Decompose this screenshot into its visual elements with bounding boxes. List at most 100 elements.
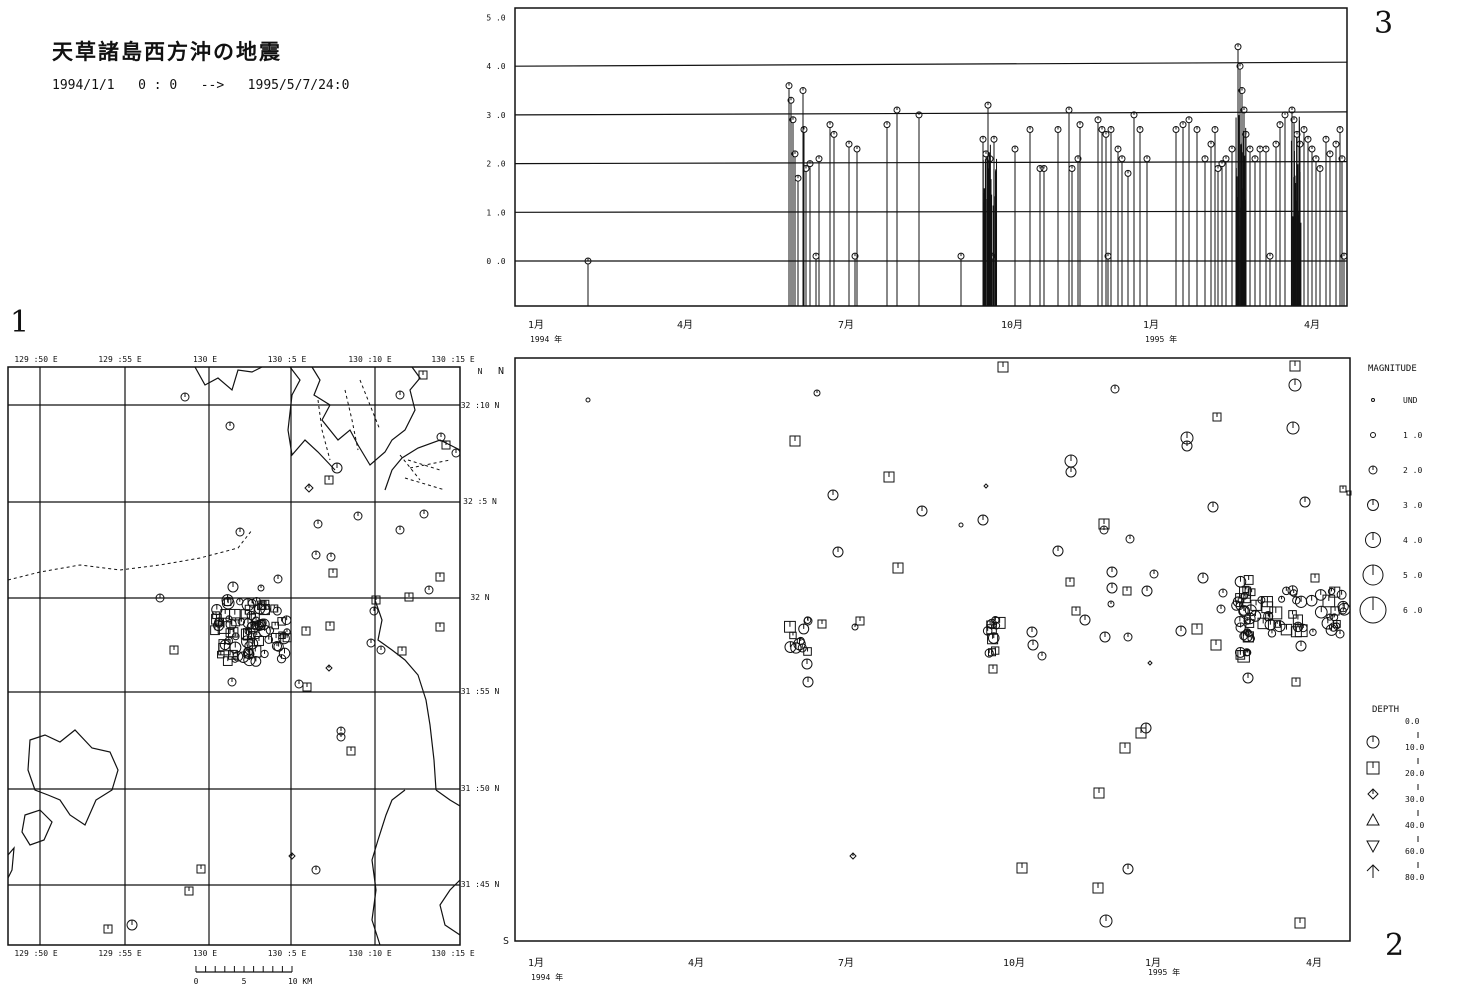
map-cluster-event-63	[276, 654, 287, 664]
magnitude-point-84	[1338, 155, 1346, 163]
magnitude-point-58	[1234, 43, 1242, 51]
magnitude-legend-symbol-4	[1365, 532, 1381, 548]
map-top-lon-label-5: 130 :15 E	[431, 355, 475, 364]
magnitude-point-50-circle	[1193, 126, 1201, 134]
depth-legend-range-3: 30.0	[1405, 795, 1424, 804]
map-cluster-event-74	[243, 648, 254, 659]
map-epicenter-40	[346, 746, 356, 756]
timeline-cluster-d-34	[1265, 613, 1273, 621]
magnitude-point-76	[1304, 135, 1312, 143]
magnitude-point-48	[1179, 121, 1187, 129]
timeline-event-19	[958, 522, 964, 528]
magnitude-legend-symbol-1	[1370, 432, 1376, 438]
map-cluster-event-66	[231, 617, 241, 627]
timeline-event-37	[1071, 606, 1081, 616]
timeline-event-56	[1295, 640, 1307, 652]
magnitude-point-44	[1130, 111, 1138, 119]
timeline-event-38	[1079, 614, 1091, 626]
magnitude-legend-label-5: 5 .0	[1403, 571, 1422, 580]
map-epicenter-42	[184, 886, 194, 896]
coastline-fragment	[7, 846, 15, 879]
magnitude-point-15	[851, 252, 859, 260]
magnitude-point-19	[915, 111, 923, 119]
timeline-cluster-d-6	[1314, 605, 1328, 619]
timeline-event-14	[827, 489, 839, 501]
map-cluster-event-8	[222, 656, 233, 666]
timeline-event-69-diamond	[983, 483, 989, 489]
map-cluster-event-19	[278, 647, 291, 660]
depth-legend-range-5: 60.0	[1405, 847, 1424, 856]
coastline-island	[27, 729, 119, 826]
magnitude-x-label-2: 7月	[838, 319, 854, 331]
timeline-cluster-d-30-circle	[1263, 611, 1274, 622]
timeline-event-30	[1106, 582, 1118, 594]
timeline-event-36	[1107, 600, 1115, 608]
timeline-cluster-c-16	[1243, 575, 1254, 585]
map-bottom-lon-label-1: 129 :55 E	[98, 949, 142, 958]
timeline-cluster-d-11	[1282, 586, 1291, 596]
map-cluster-event-80	[254, 636, 264, 646]
magnitude-point-8	[802, 164, 810, 172]
map-epicenter-12	[395, 525, 405, 535]
map-cluster-event-73	[237, 651, 250, 663]
magnitude-legend-symbol-0-circle	[1371, 398, 1375, 402]
timeline-event-0-circle	[585, 397, 591, 403]
timeline-event-40	[855, 616, 865, 626]
timeline-frame	[514, 357, 1351, 942]
magnitude-point-26	[990, 135, 998, 143]
map-epicenter-29	[325, 621, 335, 631]
timeline-cluster-b-4	[987, 632, 1000, 644]
magnitude-point-64	[1251, 155, 1259, 163]
depth-legend-symbol-3-triangle-up	[1366, 812, 1380, 826]
timeline-cluster-d-22-circle	[1299, 623, 1308, 633]
timeline-cluster-d-37-circle	[1273, 620, 1286, 633]
map-top-lon-label-4: 130 :10 E	[348, 355, 392, 364]
map-epicenter-25	[235, 527, 245, 537]
map-epicenter-28	[301, 626, 311, 636]
timeline-event-19-circle	[958, 522, 964, 528]
timeline-cluster-d-4	[1326, 613, 1334, 621]
coastline-mainland	[194, 366, 461, 946]
timeline-event-2	[997, 361, 1009, 373]
map-epicenter-33	[169, 645, 179, 655]
magnitude-point-2	[787, 96, 795, 104]
magnitude-point-18	[893, 106, 901, 114]
magnitude-point-28	[1026, 126, 1034, 134]
map-epicenter-24	[155, 593, 165, 603]
map-cluster-event-15-circle	[281, 615, 292, 625]
timeline-event-46	[1099, 631, 1111, 643]
timeline-year-label-1994: 1994 年	[531, 972, 563, 982]
timeline-cluster-a-9	[784, 641, 797, 653]
timeline-x-label-2: 7月	[838, 957, 854, 969]
map-cluster-event-57	[236, 598, 244, 606]
magnitude-point-59	[1236, 62, 1244, 70]
magnitude-point-66	[1262, 145, 1270, 153]
magnitude-y-label-1: 4 .0	[486, 62, 505, 71]
timeline-cluster-d-1	[1288, 610, 1297, 619]
timeline-cluster-c-24	[1239, 631, 1248, 641]
map-epicenter-39	[336, 732, 346, 742]
map-bottom-lon-label-5: 130 :15 E	[431, 949, 475, 958]
map-cluster-event-85-circle	[273, 641, 284, 652]
timeline-event-26	[892, 562, 904, 574]
map-top-lon-label-0: 129 :50 E	[14, 355, 58, 364]
map-top-lon-label-2: 130 E	[193, 355, 217, 364]
magnitude-point-53-circle	[1211, 126, 1219, 134]
map-epicenter-7	[331, 462, 343, 474]
map-epicenter-45	[126, 919, 138, 931]
timeline-event-44	[1191, 623, 1203, 635]
magnitude-point-72	[1290, 116, 1298, 124]
magnitude-point-34	[1074, 155, 1082, 163]
map-epicenter-46	[103, 924, 113, 934]
magnitude-point-38	[1102, 130, 1110, 138]
timeline-event-33	[1197, 572, 1209, 584]
magnitude-year-label-1994: 1994 年	[530, 334, 562, 344]
magnitude-point-81	[1326, 150, 1334, 158]
magnitude-point-59-circle	[1236, 62, 1244, 70]
magnitude-legend-symbol-3	[1367, 499, 1379, 511]
timeline-x-label-0: 1月	[528, 957, 544, 969]
map-bottom-lon-label-0: 129 :50 E	[14, 949, 58, 958]
magnitude-point-21	[979, 135, 987, 143]
map-epicenter-34	[227, 677, 237, 687]
map-epicenter-31	[376, 645, 386, 655]
